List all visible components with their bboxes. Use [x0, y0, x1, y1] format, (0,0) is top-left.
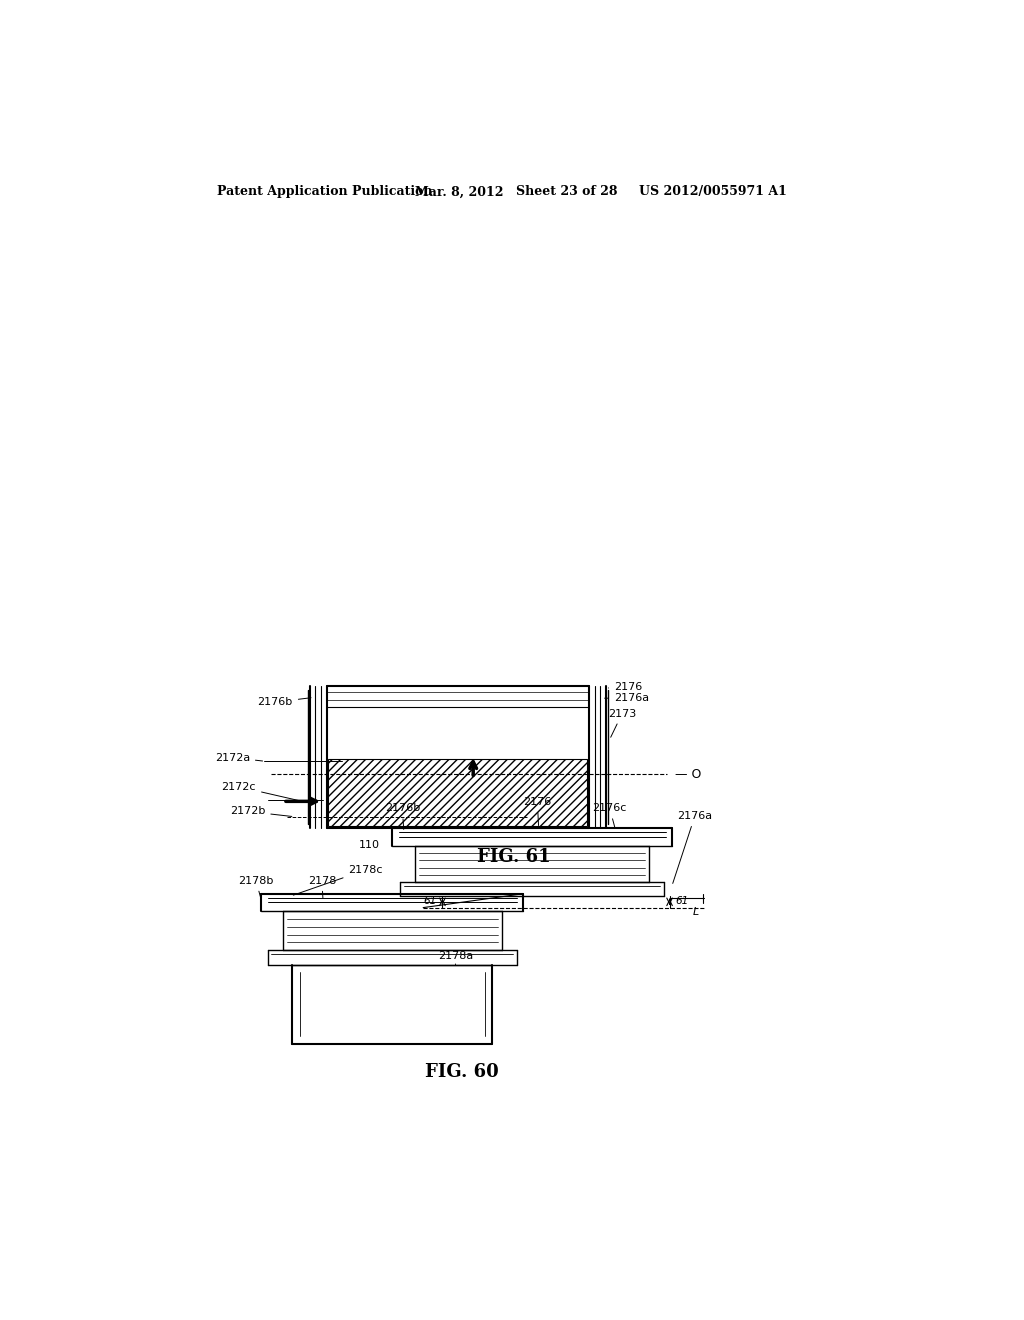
Bar: [329, 759, 587, 826]
Text: US 2012/0055971 A1: US 2012/0055971 A1: [639, 185, 786, 198]
Text: 2176b: 2176b: [258, 697, 311, 708]
Text: 2173: 2173: [608, 709, 636, 738]
Text: 2176: 2176: [523, 797, 552, 825]
Text: Patent Application Publication: Patent Application Publication: [217, 185, 432, 198]
Text: 2178c: 2178c: [293, 865, 383, 895]
Text: L: L: [692, 907, 699, 917]
Text: FIG. 60: FIG. 60: [425, 1063, 499, 1081]
Text: 2172a: 2172a: [215, 752, 262, 763]
Text: Sheet 23 of 28: Sheet 23 of 28: [515, 185, 617, 198]
Text: 2172b: 2172b: [230, 807, 292, 817]
Text: 2176a: 2176a: [604, 693, 649, 704]
Text: 110: 110: [358, 840, 380, 850]
Text: 2176: 2176: [608, 681, 642, 692]
Text: Mar. 8, 2012: Mar. 8, 2012: [416, 185, 504, 198]
Text: 2178b: 2178b: [239, 875, 273, 898]
Text: — O: — O: [675, 768, 701, 781]
Text: 2172c: 2172c: [221, 781, 300, 801]
Text: 2176a: 2176a: [673, 810, 713, 883]
Text: 2178: 2178: [307, 875, 336, 898]
Text: 2176b: 2176b: [385, 804, 420, 829]
Text: 2178a: 2178a: [438, 952, 474, 965]
Text: FIG. 61: FIG. 61: [477, 847, 551, 866]
Text: 61: 61: [423, 896, 436, 907]
Text: 61: 61: [676, 896, 689, 907]
Text: 2176c: 2176c: [593, 804, 627, 828]
